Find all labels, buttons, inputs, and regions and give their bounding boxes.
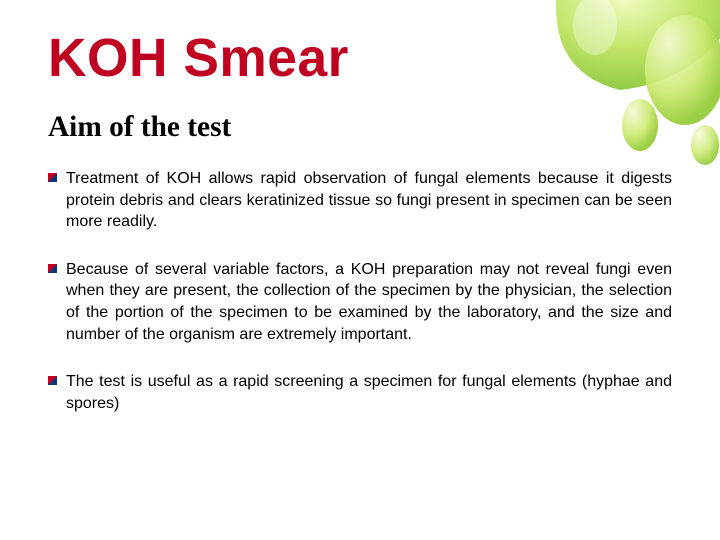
slide-container: KOH Smear Aim of the test Treatment of K… [0,0,720,470]
slide-subtitle: Aim of the test [48,111,672,144]
bullet-list: Treatment of KOH allows rapid observatio… [48,168,672,414]
list-item: The test is useful as a rapid screening … [66,371,672,414]
slide-title: KOH Smear [48,28,672,89]
list-item: Treatment of KOH allows rapid observatio… [66,168,672,233]
list-item: Because of several variable factors, a K… [66,259,672,345]
